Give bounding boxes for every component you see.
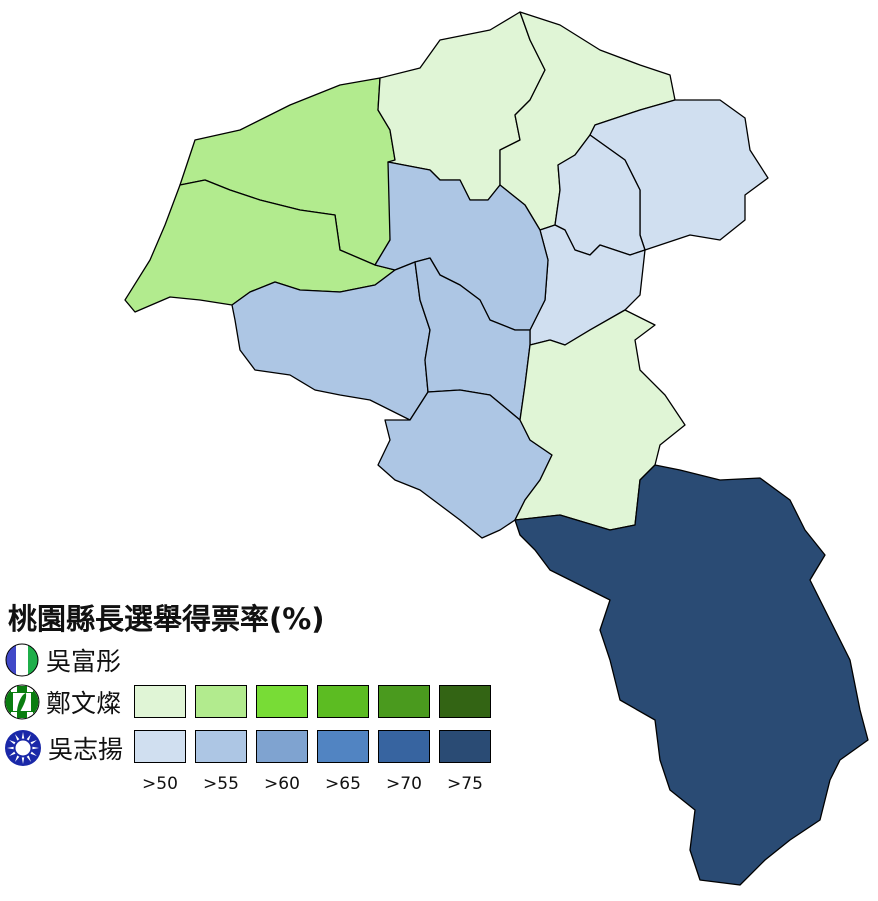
threshold-label: >75 <box>447 774 483 794</box>
sun-ray <box>21 757 25 764</box>
sun-ray <box>7 746 14 750</box>
legend-swatch <box>439 685 491 718</box>
district-south[interactable] <box>377 389 553 539</box>
district-mountain[interactable] <box>514 464 869 886</box>
threshold-label: >65 <box>325 774 361 794</box>
legend-candidate-1: 吳富彤 <box>4 640 121 680</box>
legend-swatches-blue <box>134 730 491 763</box>
legend-title: 桃園縣長選舉得票率(%) <box>8 602 325 636</box>
sun-ray <box>26 755 31 762</box>
threshold-label: >50 <box>142 774 178 794</box>
legend-thresholds: >50 >55 >60 >65 >70 >75 <box>134 774 491 794</box>
sun-ray <box>30 751 37 756</box>
sun-ray <box>30 740 37 745</box>
sun-ray <box>15 734 20 741</box>
threshold-label: >60 <box>264 774 300 794</box>
candidate-name: 吳富彤 <box>46 647 122 676</box>
legend-swatch <box>317 685 369 718</box>
sun-ray <box>32 746 39 750</box>
legend-swatch <box>134 730 186 763</box>
sun-ray <box>21 732 25 739</box>
legend-swatch <box>378 730 430 763</box>
legend-candidate-2: 鄭文燦 <box>4 682 121 722</box>
legend-swatches-green <box>134 685 491 718</box>
legend-swatch <box>256 685 308 718</box>
candidate-name: 鄭文燦 <box>46 689 122 718</box>
legend-swatch <box>195 685 247 718</box>
threshold-label: >70 <box>386 774 422 794</box>
legend-candidate-3: 吳志揚 <box>4 728 123 768</box>
legend-swatch <box>134 685 186 718</box>
legend-swatch <box>256 730 308 763</box>
sun-ray <box>9 751 16 756</box>
legend-swatch <box>439 730 491 763</box>
sun-ray <box>15 755 20 762</box>
sun-ray <box>9 740 16 745</box>
legend-swatch <box>195 730 247 763</box>
legend-swatch <box>378 685 430 718</box>
kmt-emblem-icon <box>5 730 41 766</box>
sun-ray <box>26 734 31 741</box>
candidate-name: 吳志揚 <box>48 735 124 764</box>
legend-swatch <box>317 730 369 763</box>
party-emblem-icon <box>5 643 39 677</box>
dpp-emblem-icon <box>4 684 40 720</box>
threshold-label: >55 <box>203 774 239 794</box>
